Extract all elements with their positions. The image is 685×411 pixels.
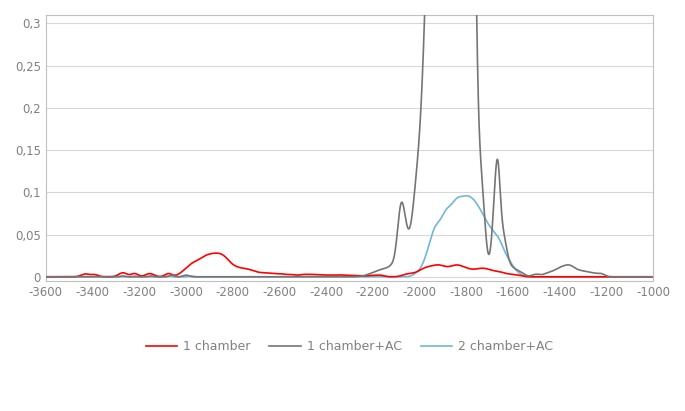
1 chamber+AC [493, 159, 501, 164]
2 chamber+AC [68, 274, 76, 279]
1 chamber+AC [649, 274, 657, 279]
1 chamber [638, 274, 646, 279]
1 chamber [42, 274, 50, 279]
2 chamber+AC [42, 274, 50, 279]
1 chamber [493, 269, 501, 274]
Legend: 1 chamber, 1 chamber+AC, 2 chamber+AC: 1 chamber, 1 chamber+AC, 2 chamber+AC [140, 335, 558, 358]
1 chamber [69, 274, 77, 279]
1 chamber+AC [69, 274, 77, 279]
1 chamber [460, 264, 468, 269]
Line: 1 chamber+AC: 1 chamber+AC [46, 0, 653, 277]
2 chamber+AC [638, 274, 646, 279]
2 chamber+AC [277, 274, 285, 279]
2 chamber+AC [462, 193, 471, 198]
Line: 2 chamber+AC: 2 chamber+AC [46, 196, 653, 277]
1 chamber [649, 274, 657, 279]
1 chamber+AC [68, 274, 76, 279]
2 chamber+AC [69, 274, 77, 279]
1 chamber+AC [638, 274, 646, 279]
1 chamber [68, 274, 76, 279]
Line: 1 chamber: 1 chamber [46, 253, 653, 277]
2 chamber+AC [493, 233, 501, 238]
1 chamber+AC [42, 274, 50, 279]
1 chamber+AC [277, 274, 285, 279]
1 chamber [277, 271, 285, 276]
2 chamber+AC [459, 194, 467, 199]
1 chamber [212, 251, 221, 256]
2 chamber+AC [649, 274, 657, 279]
